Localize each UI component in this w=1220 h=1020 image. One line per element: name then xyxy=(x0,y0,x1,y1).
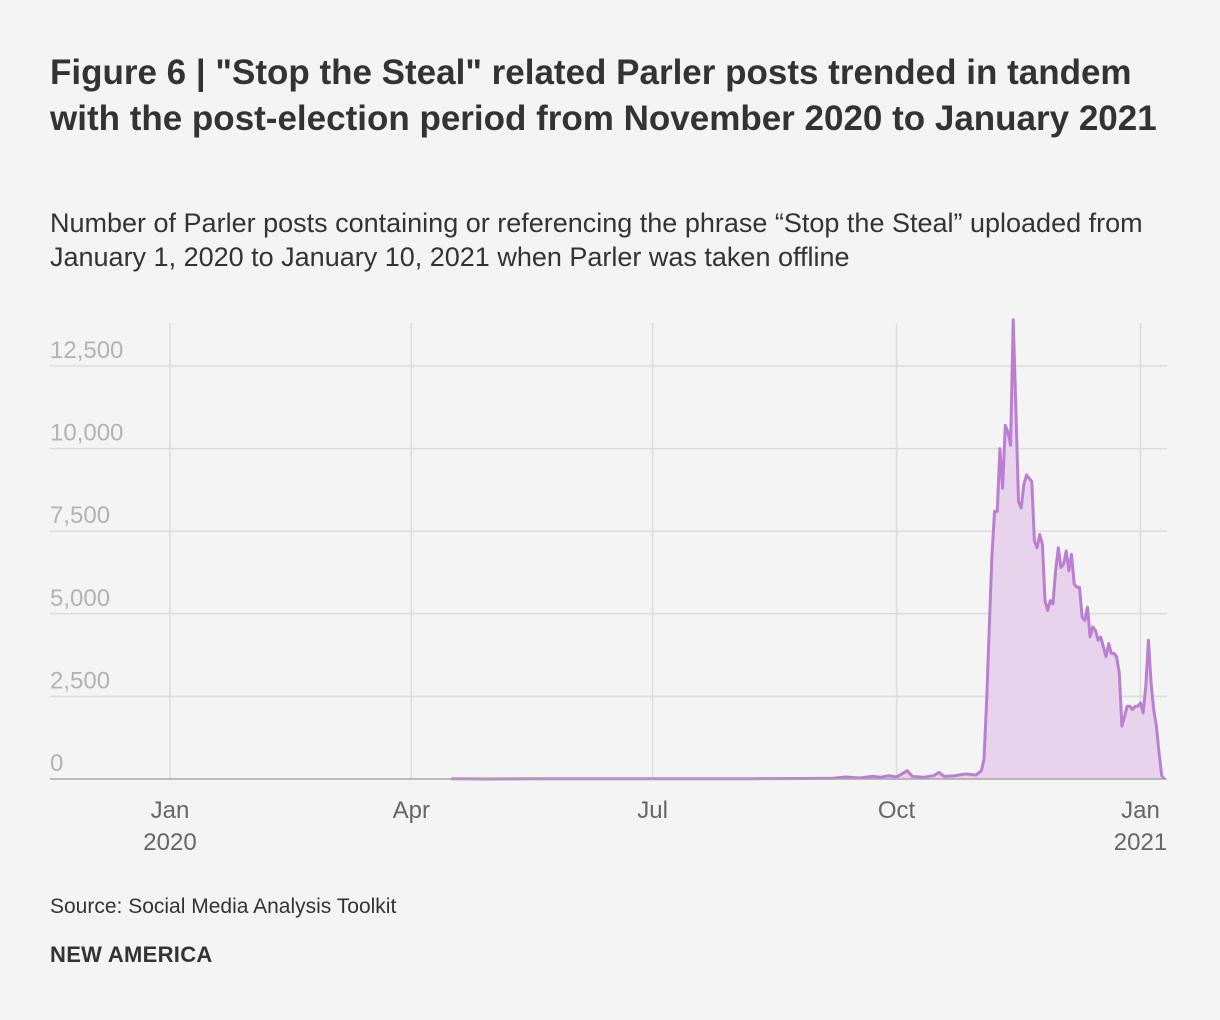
x-tick-year-label: 2020 xyxy=(143,829,196,856)
y-tick-label: 0 xyxy=(50,750,63,777)
x-tick-label: Jul xyxy=(637,797,668,824)
y-axis-labels: 0 2,500 5,000 7,500 10,000 12,500 xyxy=(50,337,123,777)
y-tick-label: 12,500 xyxy=(50,337,123,364)
y-tick-label: 10,000 xyxy=(50,420,123,447)
source-note: Source: Social Media Analysis Toolkit xyxy=(50,895,397,918)
chart-subtitle: Number of Parler posts containing or ref… xyxy=(50,208,1143,272)
x-tick-label: Apr xyxy=(393,797,430,824)
x-tick-year-label: 2021 xyxy=(1114,829,1167,856)
y-tick-label: 2,500 xyxy=(50,667,110,694)
horizontal-gridlines xyxy=(50,365,1167,698)
vertical-gridlines xyxy=(169,323,1142,779)
y-tick-label: 5,000 xyxy=(50,585,110,612)
x-axis-labels: Jan 2020 Apr Jul Oct Jan 2021 xyxy=(143,797,1167,856)
chart-title: Figure 6 | "Stop the Steal" related Parl… xyxy=(50,53,1157,138)
brand-logo-text: NEW AMERICA xyxy=(50,942,213,967)
x-tick-label: Jan xyxy=(151,797,190,824)
y-tick-label: 7,500 xyxy=(50,502,110,529)
series-line xyxy=(451,318,1166,781)
series-area xyxy=(451,319,1165,779)
x-tick-label: Jan xyxy=(1121,797,1160,824)
x-tick-label: Oct xyxy=(878,797,916,824)
